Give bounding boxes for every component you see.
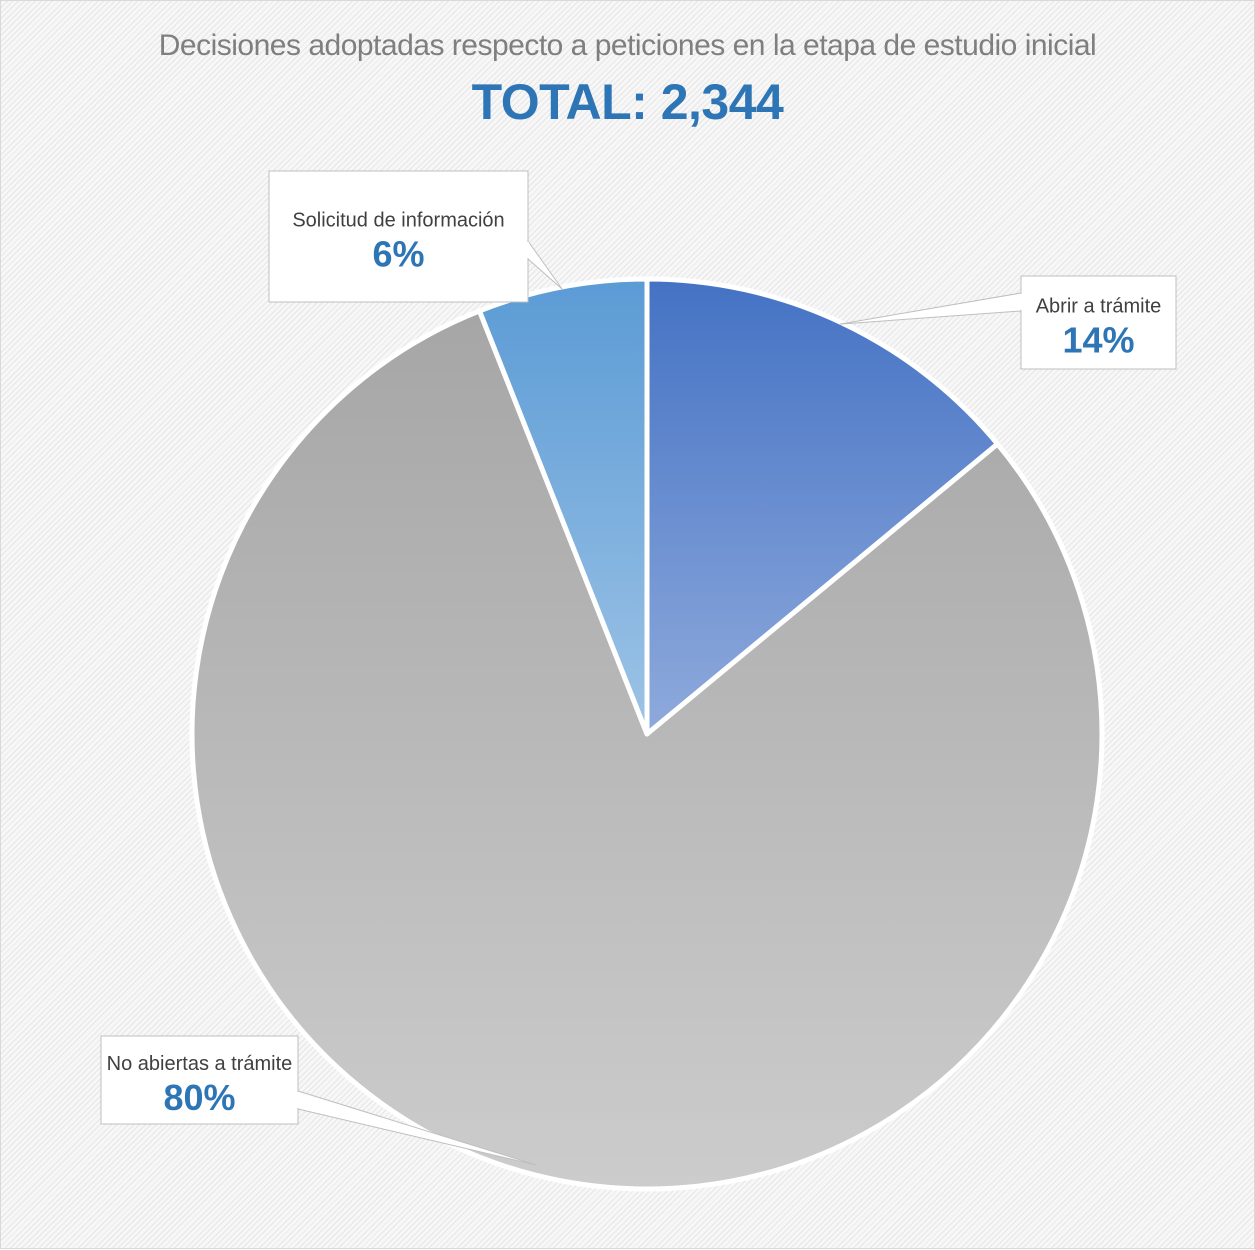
slice-value-label: 6% [372,234,424,275]
slice-value-label: 14% [1062,320,1134,361]
pie-slice-no-abiertas [189,308,1105,1192]
callout-box [268,170,529,303]
pie-slice-solicitud [477,276,650,737]
callout-pointer [839,292,1022,325]
slice-category-label: No abiertas a trámite [107,1053,293,1075]
pie-slice-abrir [644,276,1001,737]
chart-subtitle: TOTAL: 2,344 [471,74,784,130]
slice-value-label: 80% [163,1077,235,1118]
slice-category-label: Abrir a trámite [1036,296,1162,318]
slice-category-label: Solicitud de información [292,210,504,232]
chart-title: Decisiones adoptadas respecto a peticion… [158,29,1097,62]
callout-pointer [527,239,563,290]
callout-box [1020,275,1177,370]
callout-box [100,1035,299,1125]
